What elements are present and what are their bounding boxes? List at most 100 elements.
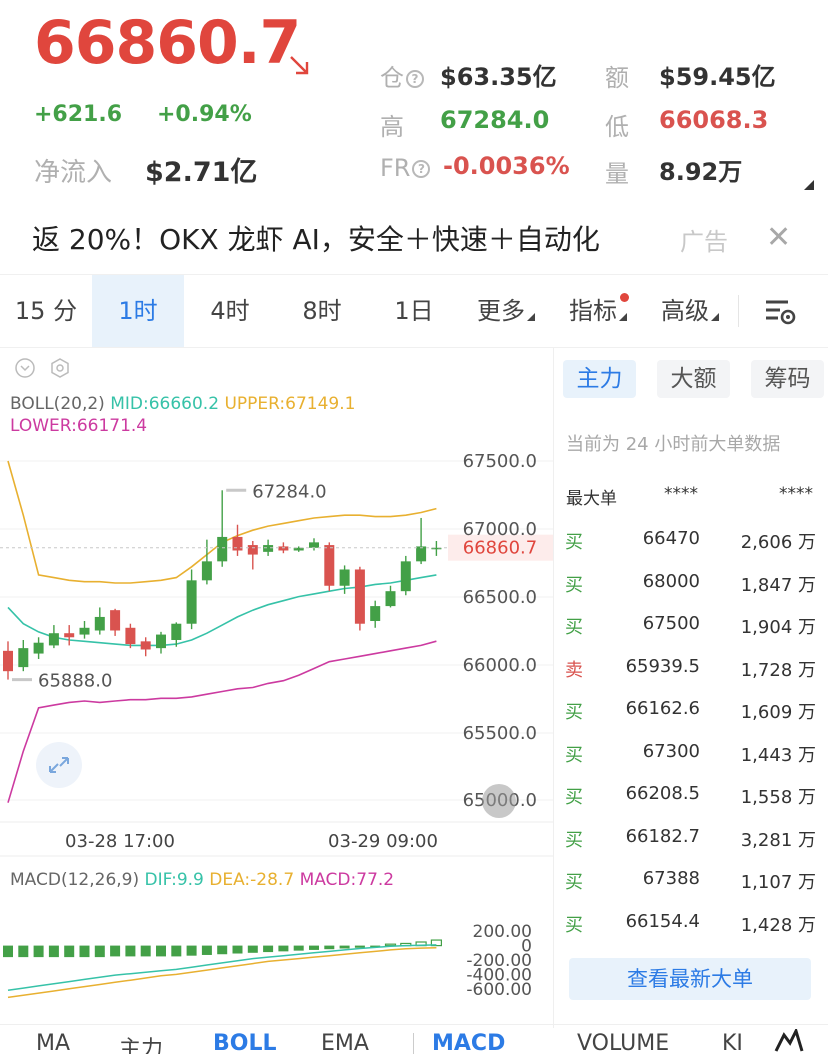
macd-axis-label: -600.00 bbox=[466, 980, 532, 1000]
list-item[interactable]: 卖 65939.5 1,728 万 bbox=[555, 646, 828, 688]
candle bbox=[3, 650, 13, 672]
kline-svg[interactable]: 66860.7 67284.0 65888.0 67500.0 67000.0 6650… bbox=[0, 348, 553, 1028]
candle bbox=[201, 561, 212, 581]
macd-name: MACD(12,26,9) bbox=[10, 870, 140, 890]
list-item[interactable]: 买 66208.5 1,558 万 bbox=[555, 773, 828, 815]
tab-1h[interactable]: 1时 bbox=[92, 275, 184, 347]
candle bbox=[431, 547, 442, 550]
dropdown-icon bbox=[711, 313, 719, 321]
order-side: 买 bbox=[565, 617, 583, 638]
list-item[interactable]: 买 68000 1,847 万 bbox=[555, 561, 828, 603]
price-axis-label: 66000.0 bbox=[463, 655, 537, 676]
list-item[interactable]: 买 67300 1,443 万 bbox=[555, 731, 828, 773]
macd-axis-label: 200.00 bbox=[473, 922, 532, 942]
macd-bar bbox=[217, 945, 228, 955]
list-item[interactable]: 买 66470 2,606 万 bbox=[555, 518, 828, 560]
open-interest-label[interactable]: 仓? bbox=[380, 58, 424, 93]
scroll-to-latest-button[interactable] bbox=[482, 784, 516, 818]
order-amount: 1,443 万 bbox=[740, 744, 816, 766]
order-side: 买 bbox=[565, 829, 583, 851]
macd-bar bbox=[324, 945, 335, 950]
candle bbox=[217, 536, 228, 562]
tab-indicators[interactable]: 指标 bbox=[552, 275, 644, 347]
tab-macd[interactable]: MACD bbox=[432, 1031, 506, 1054]
funding-rate-label[interactable]: FR? bbox=[380, 154, 431, 182]
high-label: 高 bbox=[380, 113, 404, 141]
tab-8h[interactable]: 8时 bbox=[302, 297, 342, 325]
order-price: 66154.4 bbox=[625, 910, 700, 932]
macd-bar bbox=[79, 945, 90, 958]
macd-bar bbox=[309, 945, 319, 950]
boll-upper: UPPER:67149.1 bbox=[224, 394, 356, 414]
order-price: 66470 bbox=[642, 528, 700, 549]
tab-main-force[interactable]: 主力 bbox=[563, 360, 636, 398]
volume-label: 量 bbox=[605, 160, 629, 188]
candle bbox=[186, 580, 197, 624]
list-item[interactable]: 买 66182.7 3,281 万 bbox=[555, 816, 828, 858]
dropdown-icon bbox=[619, 313, 627, 321]
tab-15m[interactable]: 15 分 bbox=[14, 297, 78, 325]
header-amount: **** bbox=[779, 484, 813, 504]
price-change: +621.6 bbox=[34, 102, 123, 127]
candle bbox=[110, 610, 121, 631]
time-axis-label: 03-29 09:00 bbox=[328, 831, 438, 852]
order-price: 67500 bbox=[642, 613, 700, 634]
tab-kdj[interactable]: KI bbox=[722, 1031, 743, 1054]
chart-settings-icon[interactable] bbox=[764, 297, 798, 327]
high-value: 67284.0 bbox=[440, 106, 550, 134]
collapse-icon[interactable] bbox=[15, 358, 35, 378]
list-item[interactable]: 买 66162.6 1,609 万 bbox=[555, 688, 828, 730]
price-axis-label: 65500.0 bbox=[463, 723, 537, 744]
tab-main-force-indicator[interactable]: 主力 bbox=[119, 1037, 164, 1054]
high-marker: 67284.0 bbox=[252, 481, 326, 502]
macd-axis-label: 0 bbox=[521, 937, 532, 957]
fullscreen-button[interactable] bbox=[36, 742, 82, 788]
gear-icon[interactable] bbox=[51, 358, 69, 378]
macd-bar bbox=[201, 945, 212, 955]
tab-ma[interactable]: MA bbox=[36, 1031, 71, 1054]
low-marker: 65888.0 bbox=[38, 671, 112, 692]
macd-bar bbox=[94, 945, 105, 958]
order-side: 买 bbox=[565, 787, 583, 808]
tab-advanced[interactable]: 高级 bbox=[644, 275, 736, 347]
panel-note: 当前为 24 小时前大单数据 bbox=[566, 434, 781, 455]
macd-bar bbox=[48, 945, 59, 958]
candle bbox=[339, 569, 350, 586]
list-item[interactable]: 买 67500 1,904 万 bbox=[555, 603, 828, 645]
expand-corner-icon[interactable] bbox=[804, 180, 814, 190]
order-amount: 3,281 万 bbox=[740, 829, 816, 851]
tab-1d[interactable]: 1日 bbox=[394, 297, 434, 325]
boll-lower: LOWER:66171.4 bbox=[10, 416, 148, 436]
chart-type-icon[interactable] bbox=[774, 1029, 804, 1053]
tab-more[interactable]: 更多 bbox=[460, 275, 552, 347]
macd-bar bbox=[339, 945, 350, 949]
list-item[interactable]: 买 67388 1,107 万 bbox=[555, 858, 828, 900]
order-price: 66162.6 bbox=[625, 698, 700, 719]
candle bbox=[385, 591, 396, 607]
volume-value: 8.92万 bbox=[659, 158, 743, 186]
tab-large-orders[interactable]: 大额 bbox=[657, 360, 730, 398]
info-icon[interactable]: ? bbox=[406, 70, 424, 88]
info-icon[interactable]: ? bbox=[412, 160, 431, 178]
view-latest-orders-button[interactable]: 查看最新大单 bbox=[569, 958, 811, 1000]
close-icon[interactable]: ✕ bbox=[766, 220, 792, 255]
macd-dif: DIF:9.9 bbox=[144, 870, 204, 890]
tab-chips[interactable]: 筹码 bbox=[751, 360, 824, 398]
tab-4h[interactable]: 4时 bbox=[210, 297, 250, 325]
tab-volume[interactable]: VOLUME bbox=[577, 1031, 670, 1054]
ad-tag: 广告 bbox=[680, 228, 728, 256]
ad-banner-text[interactable]: 返 20%！OKX 龙虾 AI，安全＋快速＋自动化 bbox=[32, 223, 600, 256]
list-item[interactable]: 买 66154.4 1,428 万 bbox=[555, 901, 828, 943]
tab-boll[interactable]: BOLL bbox=[213, 1031, 277, 1054]
kline-chart[interactable]: 66860.7 67284.0 65888.0 67500.0 67000.0 6650… bbox=[0, 348, 553, 1028]
macd-bar bbox=[110, 945, 121, 957]
interval-tab-bar: 15 分 1时 4时 8时 1日 更多 指标 高级 bbox=[0, 274, 828, 348]
candle bbox=[370, 606, 381, 622]
order-price: 68000 bbox=[642, 570, 700, 592]
candle bbox=[309, 542, 319, 548]
candle bbox=[171, 623, 182, 640]
tab-ema[interactable]: EMA bbox=[321, 1031, 369, 1054]
order-amount: 1,609 万 bbox=[740, 702, 816, 723]
macd-axis-label: -200.00 bbox=[466, 951, 532, 971]
order-price: 66208.5 bbox=[625, 783, 700, 804]
